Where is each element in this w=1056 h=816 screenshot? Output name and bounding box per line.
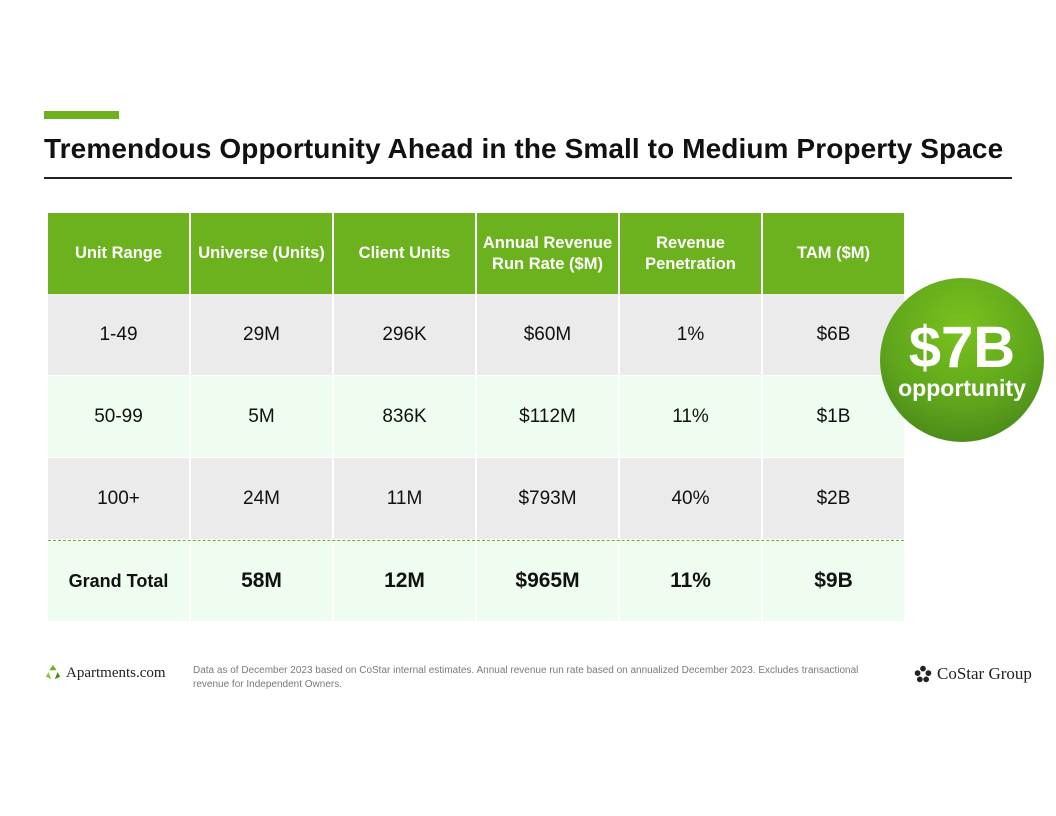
table-cell: 100+	[48, 458, 191, 539]
table-cell: 296K	[334, 294, 477, 375]
table-cell: $6B	[763, 294, 904, 375]
header-tam: TAM ($M)	[763, 213, 904, 294]
table-cell: 40%	[620, 458, 763, 539]
table-row: 100+ 24M 11M $793M 40% $2B	[48, 458, 904, 540]
badge-label: opportunity	[898, 375, 1026, 401]
table-cell: 5M	[191, 376, 334, 457]
page-title: Tremendous Opportunity Ahead in the Smal…	[44, 133, 1004, 164]
total-cell: 11%	[620, 541, 763, 621]
table-cell: 29M	[191, 294, 334, 375]
table-row: 50-99 5M 836K $112M 11% $1B	[48, 376, 904, 458]
table-cell: 24M	[191, 458, 334, 539]
recycle-leaf-icon	[45, 664, 61, 680]
total-cell: $9B	[763, 541, 904, 621]
apartments-logo: Apartments.com	[44, 664, 166, 682]
table-cell: 1%	[620, 294, 763, 375]
opportunity-badge: $7B opportunity	[880, 278, 1044, 442]
costar-logo: CoStar Group	[914, 664, 1032, 684]
total-cell: 12M	[334, 541, 477, 621]
table-cell: $1B	[763, 376, 904, 457]
total-cell: $965M	[477, 541, 620, 621]
costar-logo-text: CoStar Group	[937, 664, 1032, 683]
costar-star-icon	[914, 665, 932, 683]
title-rule	[44, 177, 1012, 179]
header-revenue-penetration: Revenue Penetration	[620, 213, 763, 294]
table-cell: $112M	[477, 376, 620, 457]
table-row: 1-49 29M 296K $60M 1% $6B	[48, 294, 904, 376]
footnote: Data as of December 2023 based on CoStar…	[193, 665, 859, 690]
table-cell: 836K	[334, 376, 477, 457]
apartments-logo-text: Apartments.com	[66, 664, 166, 681]
table-cell: $2B	[763, 458, 904, 539]
header-annual-revenue: Annual Revenue Run Rate ($M)	[477, 213, 620, 294]
header-unit-range: Unit Range	[48, 213, 191, 294]
total-label: Grand Total	[48, 541, 191, 621]
table-cell: $60M	[477, 294, 620, 375]
table-total-row: Grand Total 58M 12M $965M 11% $9B	[48, 540, 904, 621]
total-cell: 58M	[191, 541, 334, 621]
opportunity-table: Unit Range Universe (Units) Client Units…	[48, 213, 904, 621]
table-cell: 11M	[334, 458, 477, 539]
header-client-units: Client Units	[334, 213, 477, 294]
table-cell: 11%	[620, 376, 763, 457]
table-cell: $793M	[477, 458, 620, 539]
table-header-row: Unit Range Universe (Units) Client Units…	[48, 213, 904, 294]
table-cell: 1-49	[48, 294, 191, 375]
accent-bar	[44, 111, 119, 119]
header-universe: Universe (Units)	[191, 213, 334, 294]
table-cell: 50-99	[48, 376, 191, 457]
badge-value: $7B	[908, 315, 1016, 380]
